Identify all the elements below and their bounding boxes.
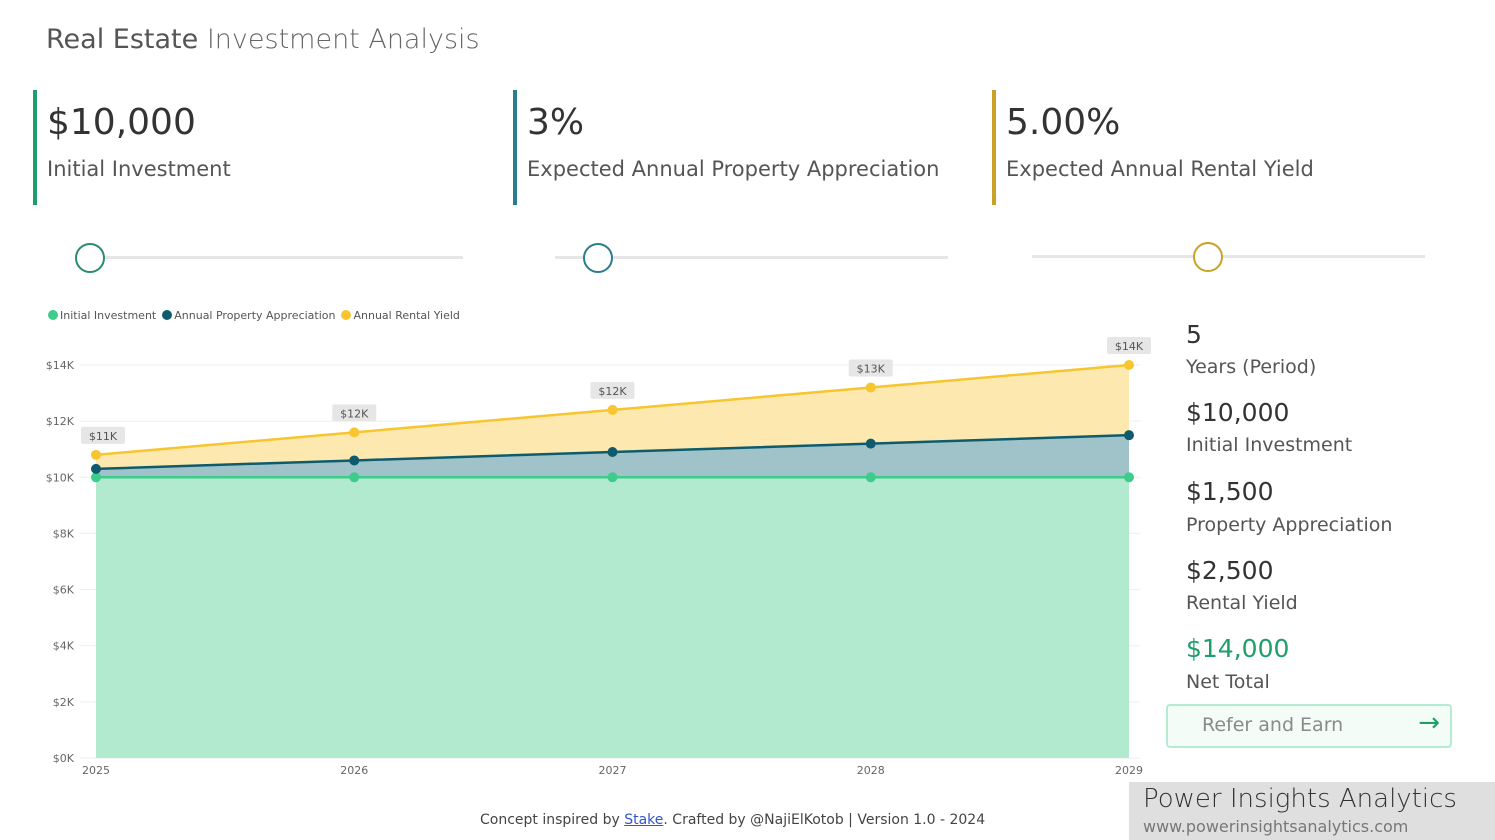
area-0 bbox=[96, 477, 1129, 758]
data-label: $13K bbox=[857, 362, 886, 375]
summary-net-total-label: Net Total bbox=[1186, 671, 1270, 693]
data-point bbox=[91, 472, 101, 483]
data-label-bg bbox=[81, 426, 125, 444]
y-tick-label: $12K bbox=[46, 415, 75, 428]
footer: Concept inspired by Stake. Crafted by @N… bbox=[480, 812, 986, 828]
y-tick-label: $2K bbox=[53, 696, 75, 709]
data-point bbox=[349, 455, 360, 466]
y-tick-label: $14K bbox=[46, 359, 75, 372]
summary-initial-label: Initial Investment bbox=[1186, 434, 1353, 456]
y-tick-label: $10K bbox=[46, 471, 75, 484]
x-tick-label: 2027 bbox=[599, 764, 627, 777]
data-point bbox=[1124, 430, 1134, 441]
kpi-initial-investment: $10,000 Initial Investment bbox=[33, 90, 231, 205]
kpi-label: Initial Investment bbox=[47, 157, 231, 181]
kpi-value: 3% bbox=[527, 102, 585, 143]
kpi-rental-yield: 5.00% Expected Annual Rental Yield bbox=[992, 90, 1314, 205]
legend-item[interactable]: Annual Property Appreciation bbox=[162, 309, 335, 322]
data-label-bg bbox=[332, 404, 377, 422]
initial-investment-slider-handle[interactable] bbox=[75, 243, 105, 273]
data-label: $12K bbox=[598, 385, 627, 398]
data-point bbox=[91, 463, 101, 474]
summary-years-label: Years (Period) bbox=[1186, 356, 1317, 378]
x-tick-label: 2025 bbox=[82, 764, 110, 777]
watermark: Power Insights Analytics www.powerinsigh… bbox=[1129, 782, 1495, 840]
refer-label: Refer and Earn bbox=[1202, 714, 1344, 736]
data-point bbox=[1124, 360, 1134, 370]
summary-appreciation-value: $1,500 bbox=[1186, 477, 1274, 506]
summary-rental-value: $2,500 bbox=[1186, 556, 1274, 585]
summary-years-value: 5 bbox=[1186, 320, 1202, 349]
chart-legend: Initial Investment Annual Property Appre… bbox=[48, 309, 460, 322]
appreciation-slider-handle[interactable] bbox=[583, 243, 613, 273]
arrow-right-icon: → bbox=[1418, 708, 1440, 738]
data-label-bg bbox=[590, 381, 635, 399]
y-tick-label: $4K bbox=[53, 640, 75, 653]
summary-net-total-value: $14,000 bbox=[1186, 634, 1290, 663]
data-point bbox=[607, 404, 618, 415]
data-point bbox=[607, 447, 618, 458]
data-point bbox=[91, 449, 101, 460]
y-tick-label: $0K bbox=[53, 752, 75, 765]
watermark-name: Power Insights Analytics bbox=[1143, 784, 1457, 814]
data-label: $11K bbox=[89, 430, 118, 443]
kpi-label: Expected Annual Property Appreciation bbox=[527, 157, 940, 181]
initial-investment-slider[interactable] bbox=[75, 256, 463, 259]
appreciation-slider[interactable] bbox=[555, 256, 948, 259]
data-label: $12K bbox=[340, 407, 369, 420]
kpi-value: 5.00% bbox=[1006, 102, 1121, 143]
x-tick-label: 2026 bbox=[340, 764, 368, 777]
rental-yield-slider[interactable] bbox=[1032, 255, 1425, 258]
watermark-url: www.powerinsightsanalytics.com bbox=[1143, 817, 1409, 836]
kpi-property-appreciation: 3% Expected Annual Property Appreciation bbox=[513, 90, 939, 205]
data-point bbox=[1124, 472, 1134, 483]
x-tick-label: 2028 bbox=[857, 764, 885, 777]
data-point bbox=[865, 472, 876, 483]
summary-appreciation-label: Property Appreciation bbox=[1186, 514, 1393, 536]
page-title: Real Estate Investment Analysis bbox=[46, 24, 480, 55]
legend-item[interactable]: Annual Rental Yield bbox=[341, 309, 460, 322]
kpi-label: Expected Annual Rental Yield bbox=[1006, 157, 1314, 181]
summary-rental-label: Rental Yield bbox=[1186, 592, 1298, 614]
data-label: $14K bbox=[1115, 340, 1144, 353]
data-point bbox=[865, 438, 876, 449]
data-point bbox=[865, 382, 876, 393]
data-label-bg bbox=[848, 359, 893, 377]
data-label-bg bbox=[1107, 337, 1151, 354]
rental-yield-slider-handle[interactable] bbox=[1193, 242, 1223, 272]
legend-item[interactable]: Initial Investment bbox=[48, 309, 156, 322]
data-point bbox=[349, 427, 360, 438]
x-tick-label: 2029 bbox=[1115, 764, 1143, 777]
stake-link[interactable]: Stake bbox=[624, 812, 664, 828]
data-point bbox=[349, 472, 360, 483]
data-point bbox=[607, 472, 618, 483]
investment-area-chart: $0K $2K $4K $6K $8K $10K $12K $14K 2025 2026 2027 2… bbox=[46, 337, 1151, 777]
summary-initial-value: $10,000 bbox=[1186, 398, 1290, 427]
y-tick-label: $8K bbox=[53, 527, 75, 540]
y-tick-label: $6K bbox=[53, 584, 75, 597]
kpi-value: $10,000 bbox=[47, 102, 196, 143]
refer-and-earn-button[interactable]: Refer and Earn → bbox=[1166, 704, 1452, 748]
